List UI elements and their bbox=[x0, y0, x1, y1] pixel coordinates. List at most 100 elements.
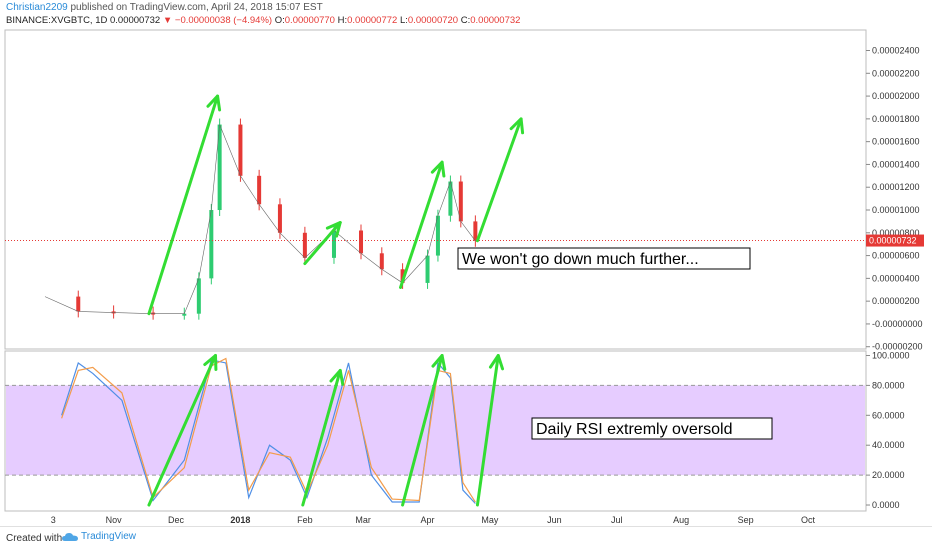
author-link[interactable]: Christian2209 bbox=[6, 2, 68, 13]
ohlc-line: BINANCE:XVGBTC, 1D 0.00000732 ▼ −0.00000… bbox=[6, 15, 520, 26]
price-tick-label: 0.00000800 bbox=[872, 228, 920, 238]
close-label: C: bbox=[460, 15, 471, 26]
price-line bbox=[44, 124, 476, 314]
change-value: −0.00000038 (−4.94%) bbox=[174, 15, 273, 26]
chart-header: Christian2209 published on TradingView.c… bbox=[0, 0, 932, 28]
price-tick-label: 0.00000200 bbox=[872, 296, 920, 306]
open-label: O: bbox=[274, 15, 285, 26]
candle-body bbox=[217, 124, 222, 211]
time-tick-label: 3 bbox=[51, 515, 56, 525]
candle-body bbox=[257, 175, 262, 205]
trend-arrow-head bbox=[509, 117, 525, 135]
price-tick-label: 0.00000600 bbox=[872, 251, 920, 261]
price-tick-label: 0.00001600 bbox=[872, 137, 920, 147]
rsi-k-line bbox=[61, 359, 476, 504]
time-tick-label: 2018 bbox=[230, 515, 250, 525]
footer: Created with TradingView bbox=[0, 526, 932, 551]
tradingview-label: TradingView bbox=[81, 531, 137, 542]
time-tick-label: Jun bbox=[547, 515, 562, 525]
candle-body bbox=[182, 313, 187, 316]
high-value: 0.00000772 bbox=[347, 15, 398, 26]
price-tick-label: 0.00001200 bbox=[872, 182, 920, 192]
price-tick-label: 0.00001800 bbox=[872, 114, 920, 124]
trend-arrow-head bbox=[203, 353, 218, 371]
trend-arrow-shaft bbox=[401, 353, 444, 507]
trend-arrow-shaft bbox=[475, 353, 500, 507]
price-tick-label: -0.00000000 bbox=[872, 319, 923, 329]
trend-arrow-shaft bbox=[147, 94, 220, 316]
candle-body bbox=[458, 181, 463, 222]
trend-arrow-shaft bbox=[303, 221, 342, 266]
trend-arrow-head bbox=[430, 160, 446, 178]
trend-arrow-head bbox=[325, 221, 342, 238]
trend-arrow-head bbox=[206, 94, 222, 112]
low-value: 0.00000720 bbox=[407, 15, 459, 26]
price-pane bbox=[4, 29, 867, 350]
trend-arrow-head bbox=[329, 368, 345, 386]
time-tick-label: May bbox=[481, 515, 499, 525]
last-price-tag bbox=[866, 234, 924, 247]
time-tick-label: Oct bbox=[801, 515, 816, 525]
symbol-label: BINANCE:XVGBTC, 1D bbox=[6, 15, 108, 26]
trend-arrow-head bbox=[488, 353, 505, 371]
trend-arrow-shaft bbox=[301, 368, 342, 507]
candle-body bbox=[359, 230, 364, 254]
published-text: published on TradingView.com, April 24, … bbox=[70, 2, 323, 13]
annotation-box bbox=[457, 247, 751, 270]
candle-body bbox=[238, 124, 243, 176]
candle-body bbox=[196, 278, 201, 314]
candle-body bbox=[209, 210, 214, 279]
candle-body bbox=[435, 215, 440, 256]
price-tick-label: 0.00001400 bbox=[872, 159, 920, 169]
rsi-annotation-box bbox=[531, 417, 773, 440]
price-tick-label: 0.00002200 bbox=[872, 68, 920, 78]
price-tick-label: 0.00001000 bbox=[872, 205, 920, 215]
rsi-d-line bbox=[61, 357, 476, 503]
time-tick-label: Apr bbox=[421, 515, 435, 525]
high-label: H: bbox=[337, 15, 348, 26]
time-tick-label: Nov bbox=[106, 515, 123, 525]
annotation-text: We won't go down much further... bbox=[462, 251, 699, 268]
chart-canvas[interactable]: 0.00002400 0.00002200 0.00002000 0.00001800… bbox=[0, 0, 932, 526]
time-tick-label: Sep bbox=[738, 515, 754, 525]
trend-arrow-shaft bbox=[399, 160, 444, 289]
trend-arrow-head bbox=[431, 353, 447, 371]
rsi-tick-label: 60.0000 bbox=[872, 410, 905, 420]
rsi-tick-label: 0.0000 bbox=[872, 500, 900, 510]
open-value: 0.00000770 bbox=[284, 15, 335, 26]
time-tick-label: Feb bbox=[297, 515, 313, 525]
price-tick-label: 0.00002000 bbox=[872, 91, 920, 101]
time-tick-label: Aug bbox=[673, 515, 689, 525]
trend-arrow-shaft bbox=[147, 353, 217, 507]
created-with-text: Created with bbox=[6, 533, 63, 544]
rsi-tick-label: 100.0000 bbox=[872, 350, 910, 360]
price-tick-label: -0.00000200 bbox=[872, 342, 923, 352]
publish-line: Christian2209 published on TradingView.c… bbox=[6, 2, 323, 13]
tradingview-brand[interactable]: TradingView bbox=[62, 531, 136, 542]
last-price-label: 0.00000732 bbox=[869, 236, 917, 246]
last-price-value: 0.00000732 bbox=[110, 15, 161, 26]
trend-arrow-shaft bbox=[475, 117, 523, 243]
time-tick-label: Jul bbox=[611, 515, 623, 525]
time-tick-label: Dec bbox=[168, 515, 185, 525]
low-label: L: bbox=[399, 15, 408, 26]
candle-body bbox=[379, 253, 384, 270]
candle-body bbox=[448, 181, 453, 216]
candle-body bbox=[473, 221, 478, 241]
rsi-tick-label: 20.0000 bbox=[872, 470, 905, 480]
time-tick-label: Mar bbox=[355, 515, 371, 525]
candle-body bbox=[425, 255, 430, 283]
candle-body bbox=[277, 204, 282, 233]
candle-body bbox=[76, 296, 81, 312]
candle-body bbox=[331, 230, 336, 258]
price-tick-label: 0.00002400 bbox=[872, 46, 920, 56]
price-tick-label: 0.00000400 bbox=[872, 273, 920, 283]
down-triangle-icon: ▼ bbox=[162, 15, 173, 26]
rsi-annotation-text: Daily RSI extremly oversold bbox=[536, 421, 733, 438]
candle-body bbox=[302, 232, 307, 258]
close-value: 0.00000732 bbox=[470, 15, 521, 26]
rsi-tick-label: 40.0000 bbox=[872, 440, 905, 450]
tradingview-cloud-icon bbox=[62, 532, 78, 541]
candle-body bbox=[400, 269, 405, 283]
rsi-tick-label: 80.0000 bbox=[872, 380, 905, 390]
